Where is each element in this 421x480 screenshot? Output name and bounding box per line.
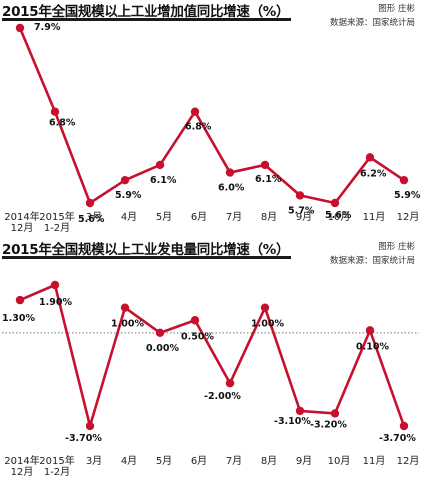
data-label: 1.00% <box>111 319 144 330</box>
x-tick-label: 11月 <box>363 455 386 467</box>
data-point <box>295 406 305 416</box>
data-label: 6.8% <box>49 118 76 129</box>
data-label: -3.20% <box>310 419 347 430</box>
series-line <box>18 27 405 205</box>
data-point <box>15 295 25 305</box>
x-tick-label: 5月 <box>156 211 172 223</box>
title-rule <box>2 18 291 21</box>
graphic-credit: 图形 庄彬 <box>378 242 415 252</box>
data-point <box>330 198 340 208</box>
x-tick-label: 2014年 12月 <box>4 454 39 478</box>
x-tick-label: 11月 <box>363 211 386 223</box>
power-generation-panel: 2015年全国规模以上工业发电量同比增速（%） 图形 庄彬 数据来源：国家统计局… <box>0 238 421 480</box>
data-point <box>120 175 130 185</box>
data-point <box>85 421 95 431</box>
data-point <box>399 175 409 185</box>
x-tick-label: 12月 <box>397 455 420 467</box>
x-tick-label: 6月 <box>191 211 207 223</box>
x-tick-label: 8月 <box>261 211 277 223</box>
data-point <box>85 198 95 208</box>
data-point <box>260 303 270 312</box>
data-point <box>365 153 375 162</box>
data-label: 5.6% <box>78 214 105 225</box>
data-point <box>399 421 409 431</box>
data-label: 6.8% <box>185 122 212 133</box>
data-source: 数据来源：国家统计局 <box>329 256 415 266</box>
data-point <box>330 409 340 418</box>
data-label: 1.30% <box>2 313 35 324</box>
x-tick-label: 9月 <box>296 211 312 223</box>
data-label: -3.70% <box>379 433 416 444</box>
x-tick-label: 6月 <box>191 455 207 467</box>
data-label: 5.9% <box>394 190 421 201</box>
industrial-value-added-chart: 7.9% 6.8% 5.6% 5.9% 6.1% 6.8% 6.0% 6.1% 5.7% 5.6%… <box>4 22 421 234</box>
x-tick-label: 2014年 12月 <box>4 210 39 234</box>
data-label: 0.50% <box>181 331 214 342</box>
x-tick-label: 8月 <box>261 455 277 467</box>
x-tick-label: 2015年 1-2月 <box>39 454 74 478</box>
data-label: 7.9% <box>34 22 61 33</box>
data-label: 5.6% <box>325 210 352 221</box>
data-label: 6.2% <box>360 168 387 179</box>
data-point <box>225 378 235 388</box>
data-label: 1.00% <box>251 319 284 330</box>
data-source: 数据来源：国家统计局 <box>329 18 415 28</box>
chart-title: 2015年全国规模以上工业发电量同比增速（%） <box>2 242 290 258</box>
chart-title: 2015年全国规模以上工业增加值同比增速（%） <box>2 4 290 20</box>
x-tick-label: 12月 <box>397 211 420 223</box>
industrial-value-added-panel: 2015年全国规模以上工业增加值同比增速（%） 图形 庄彬 数据来源：国家统计局… <box>0 0 421 238</box>
data-label: 5.9% <box>115 190 142 201</box>
graphic-credit: 图形 庄彬 <box>378 4 415 14</box>
data-label: -3.70% <box>65 433 102 444</box>
data-point <box>50 107 60 116</box>
data-label: 0.00% <box>146 343 179 354</box>
x-tick-label: 10月 <box>328 211 351 223</box>
data-point <box>120 303 130 312</box>
power-generation-chart: 1.30% 1.90% -3.70% 1.00% 0.00%0.50% -2.00% 1.0… <box>2 280 420 478</box>
x-tick-label: 7月 <box>226 211 242 223</box>
data-point <box>155 328 165 338</box>
data-label: -2.00% <box>204 391 241 402</box>
data-point <box>15 23 25 33</box>
x-tick-label: 9月 <box>296 455 312 467</box>
x-tick-label: 7月 <box>226 455 242 467</box>
x-tick-label: 10月 <box>328 455 351 467</box>
series-line <box>19 283 406 428</box>
data-label: 0.10% <box>356 341 389 352</box>
x-tick-label: 5月 <box>156 455 172 467</box>
data-point <box>155 160 165 170</box>
data-label: 1.90% <box>39 297 72 308</box>
x-tick-label: 3月 <box>86 211 102 223</box>
data-point <box>225 168 235 177</box>
data-label: 5.7% <box>288 205 315 216</box>
title-rule <box>2 256 291 259</box>
data-label: 6.0% <box>218 183 245 194</box>
data-point <box>260 160 270 170</box>
x-tick-label: 4月 <box>121 211 137 223</box>
x-tick-label: 3月 <box>86 455 102 467</box>
data-point <box>190 316 200 325</box>
data-label: -3.10% <box>274 416 311 427</box>
data-point <box>295 191 305 200</box>
x-tick-label: 4月 <box>121 455 137 467</box>
x-tick-label: 2015年 1-2月 <box>39 210 74 234</box>
data-point <box>190 107 200 116</box>
data-point <box>50 280 60 290</box>
data-point <box>365 326 375 335</box>
data-label: 6.1% <box>150 175 177 186</box>
data-label: 6.1% <box>255 174 282 185</box>
